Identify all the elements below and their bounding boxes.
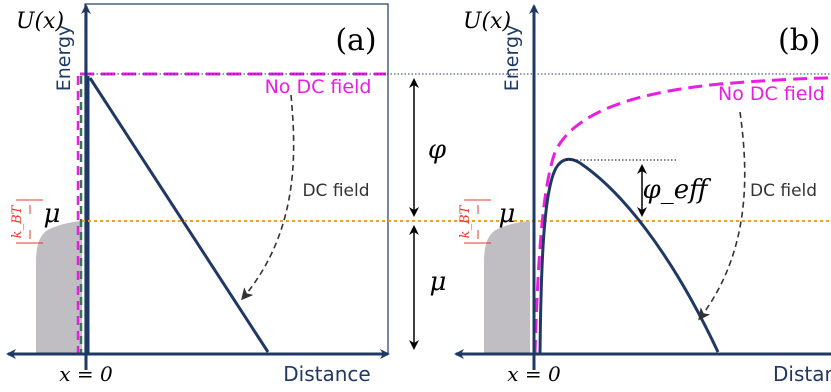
x-axis-label-a: Distance [283,362,370,386]
no-field-label-a: No DC field [265,76,372,98]
origin-label-a: x = 0 [59,362,113,386]
kbt-label-a: k_BT [10,204,25,238]
mu-label-b: μ [499,199,516,229]
field-transition-arrow-b [698,111,746,321]
mu-label-a: μ [44,199,61,229]
phi-eff-label: φ_eff [642,175,712,205]
fermi-distribution-a [36,221,82,354]
kbt-bracket-a [16,199,43,244]
panel-b: k_BT μ φ_eff No DC field DC field (b) U(… [454,4,831,386]
fermi-distribution-b [484,221,530,354]
dc-field-potential-a [86,76,270,354]
y-axis-symbol-a: U(x) [16,9,64,34]
origin-label-b: x = 0 [507,362,561,386]
field-label-b: DC field [750,181,817,201]
x-axis-label-b: Distance [773,362,831,386]
y-axis-symbol-b: U(x) [463,9,511,34]
dc-field-curve-b [538,157,720,355]
panel-tag-a: (a) [335,23,376,58]
field-label-a: DC field [302,181,369,201]
field-transition-arrow-a [241,94,295,301]
kbt-bracket-b [464,199,491,244]
no-field-label-b: No DC field [718,83,825,105]
phi-label: φ [428,135,447,165]
middle-annotations: φ μ [409,78,447,350]
kbt-label-b: k_BT [458,204,473,238]
y-axis-label-b: Energy [501,25,523,92]
mu-label-middle: μ [430,267,447,297]
y-axis-label-a: Energy [53,25,75,92]
panel-tag-b: (b) [778,23,821,58]
no-field-curve-b [533,76,831,355]
panel-a: k_BT μ No DC field DC field (a) U(x) Ene… [6,3,390,386]
